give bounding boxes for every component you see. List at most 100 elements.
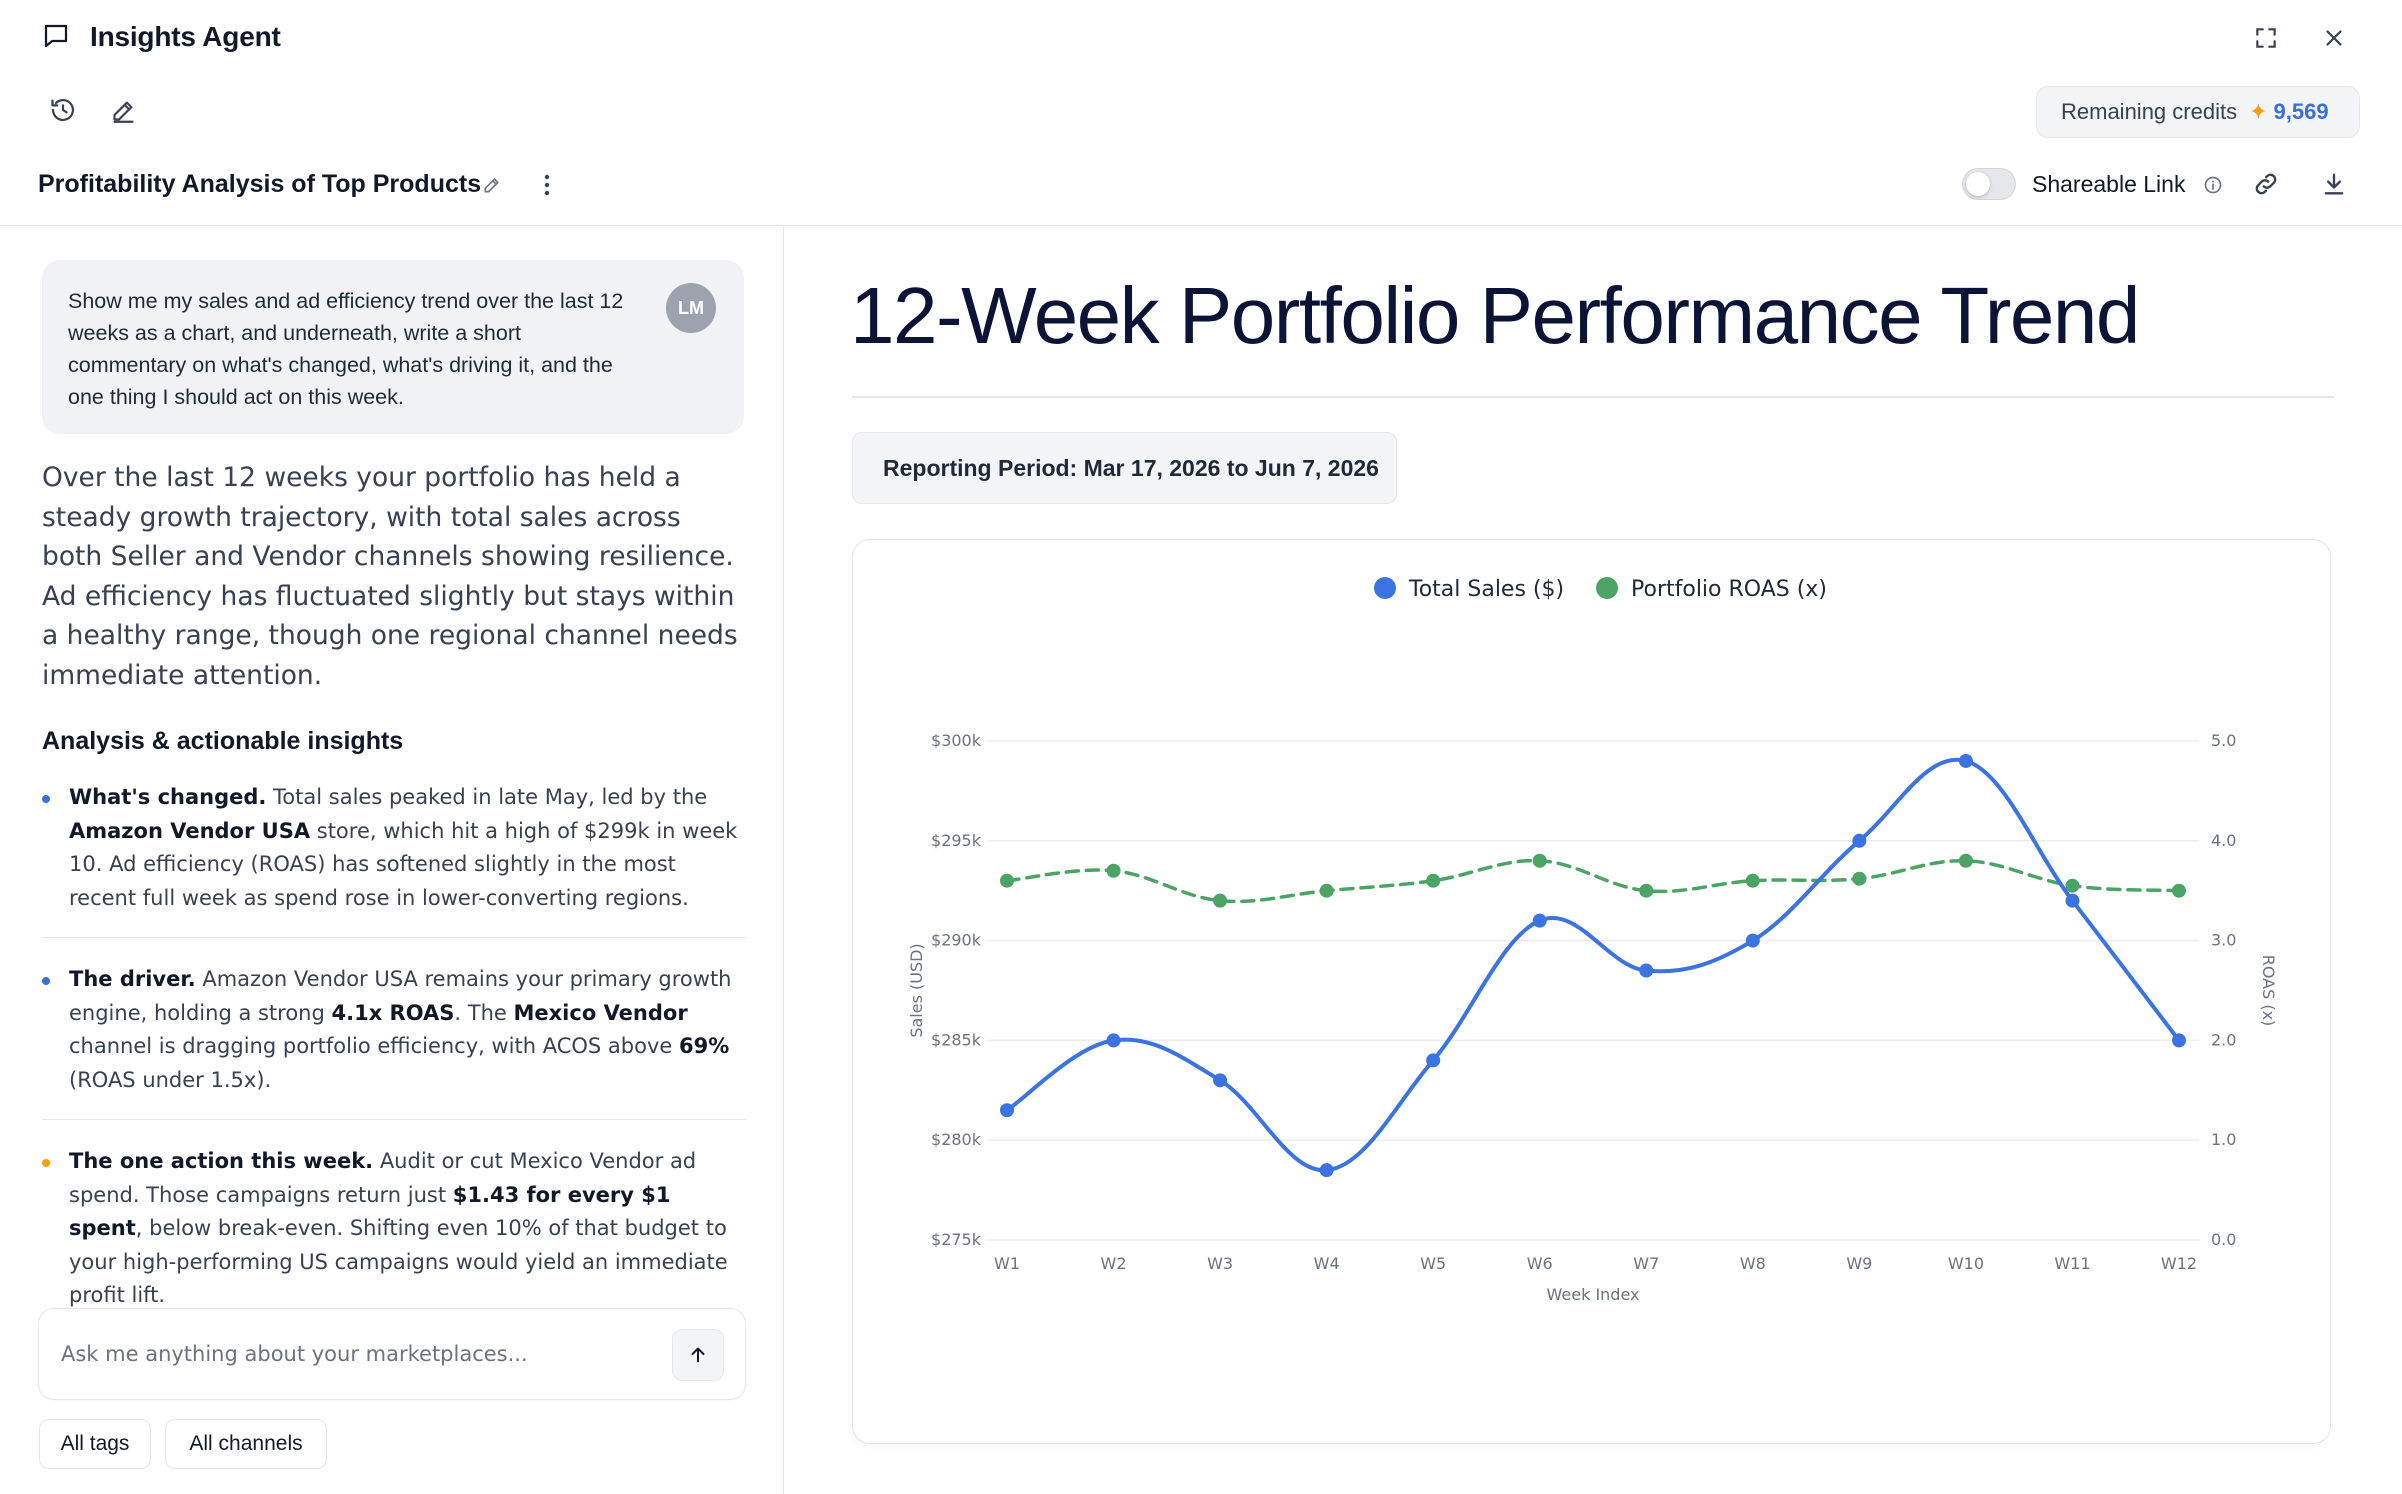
sales-point	[1639, 963, 1654, 978]
chat-input[interactable]	[61, 1331, 641, 1377]
insight-text: Amazon Vendor USA remains your primary g…	[69, 967, 732, 1025]
legend-marker	[1596, 577, 1618, 599]
roas-point	[1639, 883, 1654, 898]
app-title: Insights Agent	[90, 21, 281, 52]
send-button[interactable]	[672, 1329, 724, 1381]
x-tick-label: W11	[2054, 1254, 2090, 1273]
bullet-dot	[42, 795, 50, 803]
x-axis-title: Week Index	[1547, 1285, 1640, 1304]
credits-label: Remaining credits	[2061, 99, 2238, 124]
y-left-tick-label: $290k	[931, 931, 982, 950]
sales-series-line	[1005, 757, 2181, 1173]
y-right-tick-label: 1.0	[2211, 1130, 2236, 1149]
user-message-text: Show me my sales and ad efficiency trend…	[68, 289, 624, 409]
insight-emphasis: The one action this week.	[69, 1149, 374, 1173]
sparkle-icon: ✦	[2249, 99, 2268, 124]
insight-text: channel is dragging portfolio efficiency…	[69, 1034, 679, 1058]
x-tick-label: W12	[2161, 1254, 2197, 1273]
insight-text: . The	[454, 1000, 514, 1025]
filter-chip-tags[interactable]: All tags	[39, 1419, 151, 1469]
x-tick-label: W9	[1846, 1254, 1872, 1273]
history-icon[interactable]	[39, 86, 87, 134]
info-icon[interactable]	[2195, 161, 2231, 209]
sales-point	[1213, 1073, 1228, 1088]
roas-point	[1319, 883, 1334, 898]
insight-emphasis: 4.1x ROAS	[331, 1000, 455, 1025]
filter-chip-channels[interactable]: All channels	[165, 1419, 327, 1469]
copy-link-icon[interactable]	[2242, 160, 2290, 208]
toggle-knob	[1966, 172, 1990, 196]
insight-emphasis: The driver.	[69, 967, 196, 991]
roas-point	[1213, 893, 1228, 908]
insights-heading: Analysis & actionable insights	[42, 727, 404, 755]
user-message-bubble: Show me my sales and ad efficiency trend…	[42, 260, 744, 434]
x-tick-label: W3	[1207, 1254, 1233, 1273]
sales-point	[1000, 1103, 1014, 1118]
roas-point	[1426, 873, 1441, 888]
y-right-tick-label: 0.0	[2211, 1230, 2236, 1249]
legend-marker	[1374, 577, 1396, 599]
insight-emphasis: $1.43 for every $1 spent	[69, 1182, 671, 1241]
credits-value: 9,569	[2273, 99, 2329, 124]
y-left-tick-label: $295k	[931, 831, 982, 850]
conversation-title: Profitability Analysis of Top Products	[38, 170, 482, 198]
panel-divider	[783, 225, 784, 1494]
insight-emphasis: Amazon Vendor USA	[69, 818, 311, 843]
roas-point	[1000, 873, 1014, 888]
insight-text: , below break-even. Shifting even 10% of…	[69, 1216, 728, 1307]
sales-point	[1852, 833, 1867, 848]
sales-point	[1319, 1163, 1334, 1178]
insight-divider	[42, 1119, 746, 1120]
roas-point	[1958, 853, 1973, 868]
insight-item: What's changed. Total sales peaked in la…	[42, 781, 746, 915]
close-icon[interactable]	[2310, 14, 2358, 62]
more-options-icon[interactable]	[527, 161, 567, 209]
y-left-tick-label: $285k	[931, 1030, 982, 1049]
new-chat-pencil-icon[interactable]	[99, 86, 147, 134]
legend-label: Portfolio ROAS (x)	[1631, 577, 1827, 602]
roas-point	[1106, 863, 1121, 878]
x-tick-label: W4	[1314, 1254, 1340, 1273]
insight-item: The one action this week. Audit or cut M…	[42, 1145, 746, 1313]
title-divider	[852, 396, 2334, 398]
reporting-period-badge: Reporting Period: Mar 17, 2026 to Jun 7,…	[852, 432, 1397, 504]
x-tick-label: W5	[1420, 1254, 1446, 1273]
x-tick-label: W2	[1101, 1254, 1127, 1273]
bullet-dot	[42, 1159, 50, 1167]
shareable-link-toggle[interactable]	[1962, 168, 2016, 200]
roas-series-line	[1005, 858, 2181, 904]
insight-item: The driver. Amazon Vendor USA remains yo…	[42, 963, 746, 1097]
download-icon[interactable]	[2310, 160, 2358, 208]
insight-emphasis: What's changed.	[69, 785, 267, 809]
insight-emphasis: 69%	[679, 1034, 730, 1058]
sales-point	[2172, 1033, 2186, 1048]
sales-point	[1426, 1053, 1441, 1068]
sales-point	[1106, 1033, 1121, 1048]
bullet-dot	[42, 977, 50, 985]
rename-pencil-icon[interactable]	[472, 161, 512, 209]
expand-icon[interactable]	[2242, 14, 2290, 62]
sales-point	[1745, 933, 1760, 948]
performance-chart: $275k $280k $285k $290k $295k $300k 0.0 1.0 2.0 3…	[907, 577, 2278, 1304]
legend-label: Total Sales ($)	[1408, 577, 1564, 602]
roas-point	[2065, 878, 2080, 893]
x-tick-label: W8	[1740, 1254, 1766, 1273]
y-right-axis-title: ROAS (x)	[2259, 955, 2278, 1027]
shareable-link-label: Shareable Link	[2032, 171, 2186, 197]
sales-point	[1532, 913, 1547, 928]
roas-point	[2172, 883, 2186, 898]
sales-point	[1958, 753, 1973, 768]
x-tick-label: W7	[1633, 1254, 1659, 1273]
y-right-tick-label: 5.0	[2211, 731, 2236, 750]
y-left-tick-label: $300k	[931, 731, 982, 750]
chat-composer	[38, 1308, 746, 1400]
insight-text: Audit or cut Mexico Vendor ad spend. Tho…	[69, 1149, 697, 1207]
y-right-tick-label: 2.0	[2211, 1030, 2236, 1049]
roas-point	[1852, 871, 1867, 886]
insight-emphasis: Mexico Vendor	[513, 1000, 688, 1025]
x-tick-label: W6	[1527, 1254, 1553, 1273]
header-divider	[0, 225, 2402, 226]
insight-divider	[42, 937, 746, 938]
insight-text: (ROAS under 1.5x).	[69, 1067, 272, 1092]
x-tick-label: W1	[994, 1254, 1020, 1273]
